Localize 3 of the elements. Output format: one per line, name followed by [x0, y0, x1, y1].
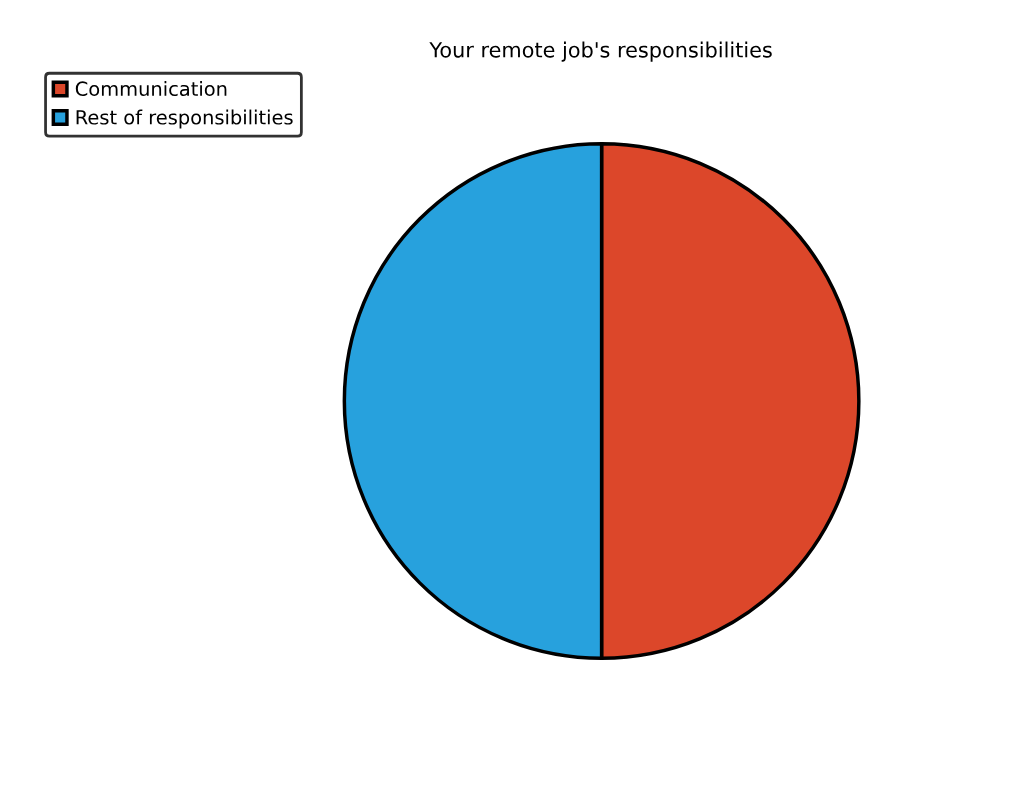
legend-label: Communication [75, 81, 227, 97]
legend-label: Rest of responsibilities [76, 109, 293, 129]
chart-title: Your remote job's responsibilities [429, 41, 772, 62]
